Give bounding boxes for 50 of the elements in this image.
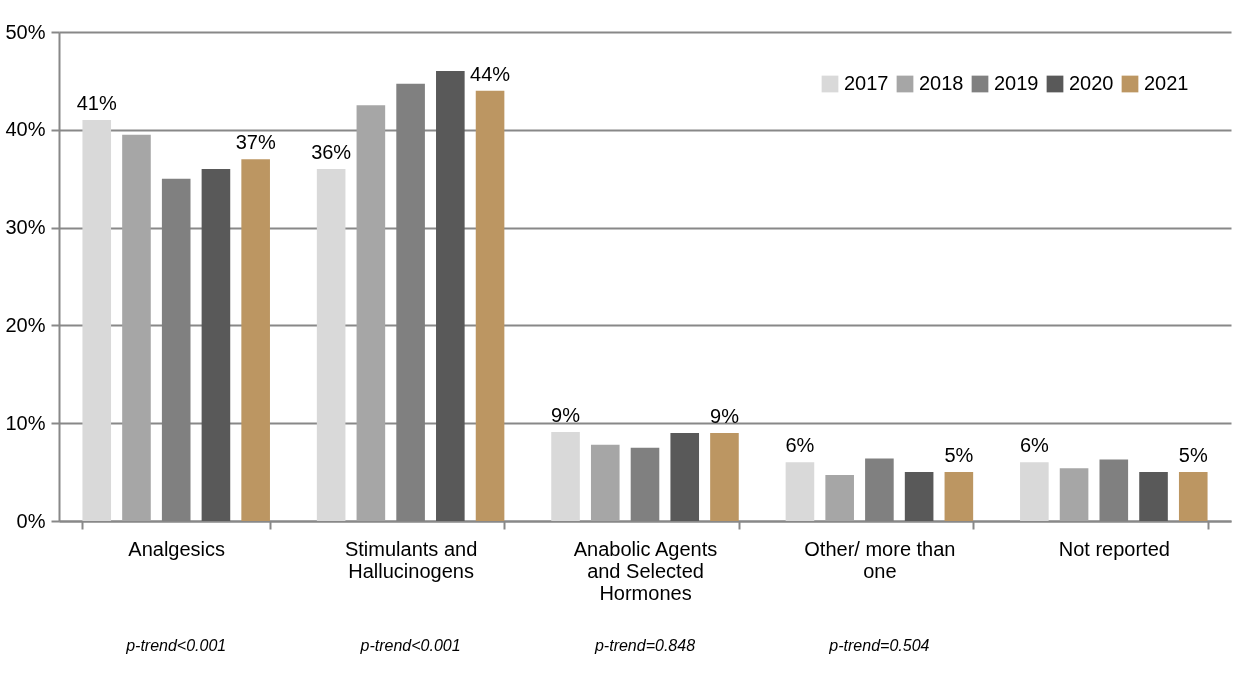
y-tick-label: 10% <box>5 411 46 434</box>
data-label: 6% <box>785 434 815 457</box>
bar <box>590 444 620 521</box>
data-label: 41% <box>76 92 117 115</box>
data-label: 44% <box>470 62 511 85</box>
text: p-trend=0.504 <box>828 637 930 654</box>
bar <box>825 475 854 521</box>
bar <box>356 105 386 521</box>
y-tick-label: 40% <box>5 118 46 141</box>
x-tick-label: Stimulants and Hallucinogens <box>344 537 478 582</box>
bar <box>1139 472 1168 521</box>
text: p-trend<0.001 <box>359 637 461 654</box>
bar <box>904 472 934 521</box>
x-tick-label: Not reported <box>1058 537 1170 560</box>
bar <box>475 90 505 521</box>
x-tick-label: Analgesics <box>128 537 226 560</box>
bar <box>1020 462 1049 521</box>
data-label: 37% <box>235 131 276 154</box>
y-tick-label: 0% <box>16 509 46 532</box>
bar <box>670 432 700 521</box>
bar <box>436 71 465 521</box>
text: p-trend<0.001 <box>125 637 227 654</box>
bar <box>201 168 231 521</box>
data-label: 5% <box>1178 444 1208 467</box>
data-label: 9% <box>551 404 581 426</box>
bar <box>316 168 346 521</box>
legend-label: 2020 <box>1069 72 1114 94</box>
bar <box>551 432 580 521</box>
bar <box>1059 468 1089 521</box>
bar <box>241 159 270 521</box>
y-tick-label: 20% <box>5 313 46 336</box>
legend-label: 2017 <box>844 72 889 94</box>
text: p-trend=0.848 <box>593 637 696 654</box>
y-tick-label: 50% <box>5 20 46 43</box>
x-tick-label: Other/ more than one <box>804 537 956 582</box>
data-label: 5% <box>944 444 974 467</box>
data-label: 6% <box>1019 434 1050 457</box>
data-label: 36% <box>311 140 352 163</box>
bar <box>944 472 974 521</box>
x-tick-label: Anabolic Agents and Selected Hormones <box>573 537 718 604</box>
legend-label: 2019 <box>994 72 1039 94</box>
bar <box>82 120 112 521</box>
bar <box>1178 472 1208 521</box>
y-tick-label: 30% <box>5 216 46 239</box>
bar <box>122 134 151 521</box>
bar <box>710 432 739 521</box>
legend-label: 2018 <box>919 72 964 94</box>
bar <box>785 462 815 521</box>
data-label: 9% <box>710 404 740 427</box>
legend-label: 2021 <box>1144 72 1189 94</box>
